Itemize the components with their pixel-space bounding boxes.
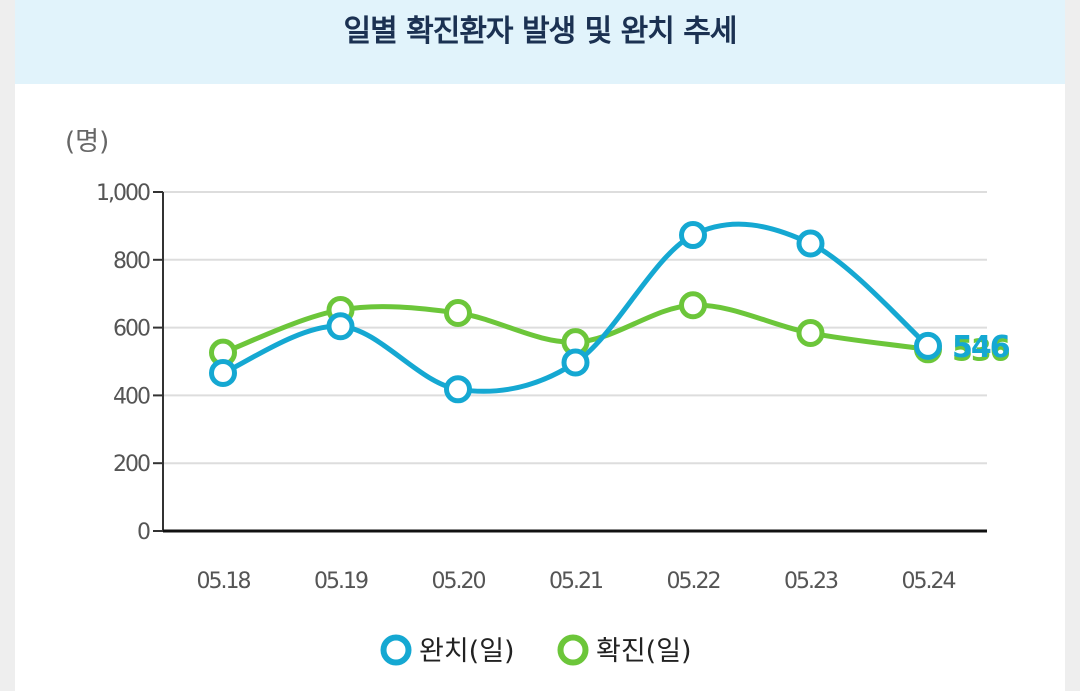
- legend-marker: [557, 634, 589, 666]
- legend-label: 확진(일): [596, 636, 692, 667]
- y-tick-label: 800: [113, 249, 150, 274]
- data-point: [561, 348, 590, 377]
- data-point: [796, 229, 825, 258]
- x-tick-label: 05.20: [432, 569, 486, 594]
- y-tick-label: 400: [113, 384, 150, 409]
- x-tick-label: 05.22: [667, 569, 720, 594]
- y-tick-label: 600: [113, 317, 150, 342]
- data-point: [209, 359, 237, 388]
- data-point: [914, 331, 942, 360]
- x-tick-label: 05.24: [902, 569, 956, 594]
- chart-header: 일별 확진환자 발생 및 완치 추세: [15, 0, 1065, 84]
- chart-card: 일별 확진환자 발생 및 완치 추세 (명) 0 200 400 600 800 1,00…: [15, 0, 1065, 691]
- y-tick-label: 1,000: [96, 181, 150, 206]
- axes: [162, 192, 987, 533]
- legend: 완치(일) 확진(일): [380, 634, 692, 667]
- y-axis-unit: (명): [65, 127, 109, 157]
- x-tick-label: 05.19: [314, 569, 368, 594]
- tick-labels: 0 200 400 600 800 1,000 05.18 05.19 05.20 05.21 05…: [96, 181, 957, 594]
- data-point: [796, 319, 825, 348]
- line-chart: (명) 0 200 400 600 800 1,000 05.18 05.19 05.20 05.…: [65, 127, 1012, 667]
- legend-label: 완치(일): [419, 636, 515, 667]
- data-point: [444, 299, 472, 328]
- legend-marker: [380, 634, 412, 666]
- y-tick-label: 0: [137, 520, 150, 545]
- series-markers: [209, 221, 942, 404]
- end-value-label: 546: [952, 330, 1010, 365]
- data-point: [326, 312, 355, 341]
- grid-lines: [153, 191, 987, 532]
- data-point: [679, 221, 707, 250]
- x-tick-label: 05.21: [549, 569, 602, 594]
- data-point: [679, 291, 707, 320]
- end-value-label: 536: [952, 333, 1010, 368]
- x-tick-label: 05.18: [197, 569, 251, 594]
- x-tick-label: 05.23: [784, 569, 838, 594]
- data-point: [444, 375, 472, 404]
- y-tick-label: 200: [113, 452, 150, 477]
- chart-title: 일별 확진환자 발생 및 완치 추세: [343, 14, 737, 49]
